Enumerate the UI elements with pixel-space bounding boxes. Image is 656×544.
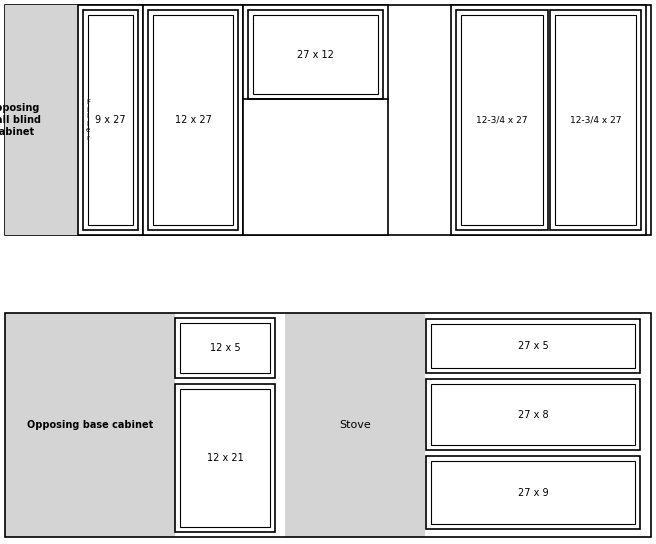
Bar	[180, 323, 270, 373]
Bar	[5, 313, 651, 537]
Text: 27 x 8: 27 x 8	[518, 410, 548, 419]
Text: 12 x 27: 12 x 27	[174, 115, 211, 125]
Text: 27 x 9: 27 x 9	[518, 487, 548, 498]
Text: F
i
l
l
e
r: F i l l e r	[86, 100, 91, 140]
Bar	[5, 5, 651, 235]
Bar	[180, 389, 270, 527]
Bar	[555, 15, 636, 225]
Bar	[175, 384, 275, 532]
Bar	[248, 10, 383, 99]
Bar	[143, 5, 243, 235]
Bar	[148, 10, 238, 230]
Bar	[285, 313, 425, 537]
Text: 27 x 5: 27 x 5	[518, 341, 548, 351]
Bar	[451, 5, 646, 235]
Bar	[431, 461, 635, 524]
Text: Opposing
wall blind
cabinet: Opposing wall blind cabinet	[0, 103, 41, 137]
Bar	[153, 15, 233, 225]
Bar	[5, 313, 175, 537]
Bar	[426, 319, 640, 373]
Text: 12 x 5: 12 x 5	[210, 343, 240, 353]
Bar	[253, 15, 378, 94]
Bar	[88, 15, 133, 225]
Text: Stove: Stove	[339, 420, 371, 430]
Bar	[550, 10, 641, 230]
Bar	[243, 5, 388, 235]
Bar	[426, 456, 640, 529]
Bar	[175, 318, 275, 378]
Text: 12-3/4 x 27: 12-3/4 x 27	[476, 115, 527, 125]
Bar	[431, 384, 635, 445]
Text: 12-3/4 x 27: 12-3/4 x 27	[570, 115, 621, 125]
Text: 27 x 12: 27 x 12	[297, 50, 334, 59]
Bar	[83, 10, 138, 230]
Bar	[461, 15, 543, 225]
Bar	[5, 5, 83, 235]
Text: 12 x 21: 12 x 21	[207, 453, 243, 463]
Bar	[456, 10, 548, 230]
Bar	[426, 379, 640, 450]
Text: 9 x 27: 9 x 27	[95, 115, 126, 125]
Bar	[431, 324, 635, 368]
Bar	[78, 5, 143, 235]
Text: Opposing base cabinet: Opposing base cabinet	[27, 420, 153, 430]
